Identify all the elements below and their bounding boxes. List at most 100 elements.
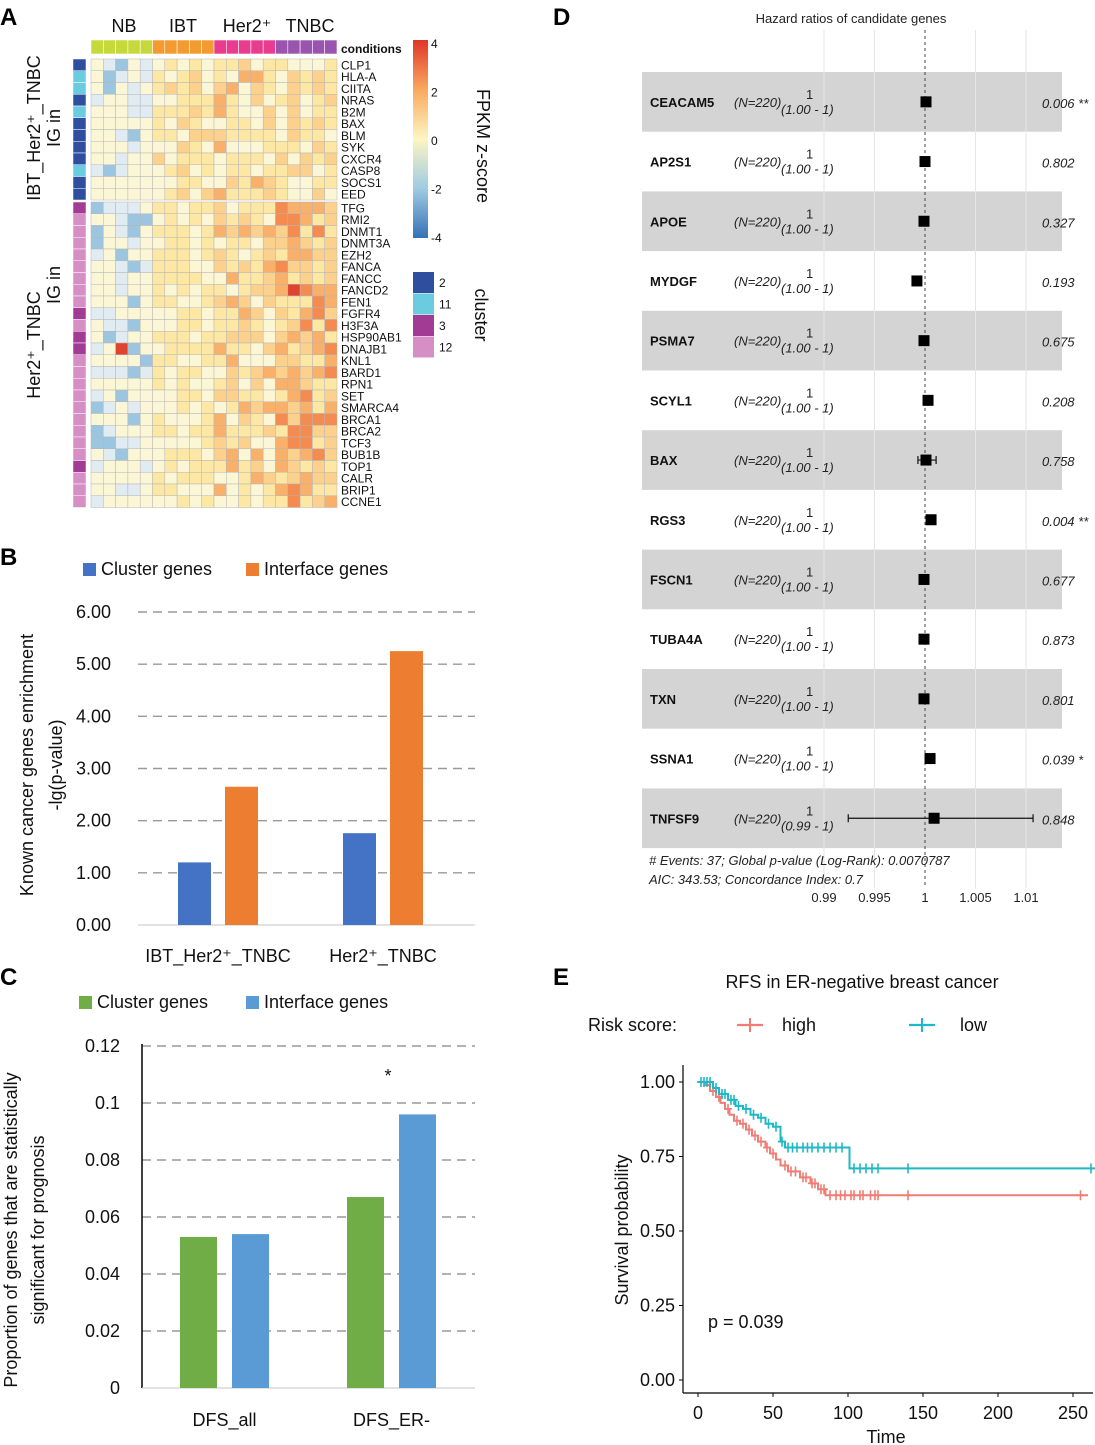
heatmap-cell xyxy=(176,354,190,367)
heatmap-cell xyxy=(287,436,301,449)
heatmap-cell xyxy=(152,141,166,154)
heatmap-cell xyxy=(299,366,313,379)
heatmap-cell xyxy=(324,295,338,308)
heatmap-cell xyxy=(287,141,301,154)
sample-size: (N=220) xyxy=(734,752,781,767)
heatmap-cell xyxy=(226,284,239,297)
heatmap-cell xyxy=(103,129,116,142)
heatmap-cell xyxy=(152,295,166,308)
heatmap-cell xyxy=(250,141,264,154)
heatmap-cell xyxy=(312,94,325,107)
bar xyxy=(343,833,376,925)
heatmap-cell xyxy=(201,141,215,154)
cluster-annotation-cell xyxy=(72,94,87,107)
heatmap-cell xyxy=(287,460,301,473)
heatmap-cell xyxy=(262,495,276,508)
cluster-legend: 2 11 3 12 xyxy=(413,272,453,358)
heatmap-cell xyxy=(324,237,338,250)
cluster-annotation-cell xyxy=(72,237,87,250)
confidence-interval: (1.00 - 1) xyxy=(781,460,834,475)
heatmap-cell xyxy=(90,105,104,118)
heatmap-cell xyxy=(312,425,325,438)
bar xyxy=(232,1234,269,1388)
sample-size: (N=220) xyxy=(734,572,781,587)
row-group-label: IG in xyxy=(44,109,64,147)
heatmap-cell xyxy=(201,272,215,285)
heatmap-cell xyxy=(164,366,178,379)
heatmap-cell xyxy=(213,460,227,473)
cluster-legend-swatch xyxy=(413,336,434,358)
heatmap-cell xyxy=(103,472,116,485)
heatmap-cell xyxy=(275,354,289,367)
heatmap-cell xyxy=(275,129,289,142)
heatmap-cell xyxy=(324,129,338,142)
heatmap-cell xyxy=(275,141,289,154)
heatmap-cell xyxy=(103,307,116,320)
heatmap-cell xyxy=(226,176,239,189)
colorbar xyxy=(413,40,428,238)
gene-label: HSP90AB1 xyxy=(341,331,402,345)
heatmap-cell xyxy=(201,284,215,297)
heatmap-cell xyxy=(250,70,264,83)
condition-cell xyxy=(213,39,227,55)
heatmap-cell xyxy=(262,70,276,83)
heatmap-cell xyxy=(262,354,276,367)
heatmap-cell xyxy=(90,201,104,214)
heatmap-cell xyxy=(103,425,116,438)
heatmap-panel: NB IBT Her2⁺ TNBC conditions CLP1HLA-ACI… xyxy=(24,16,493,509)
heatmap-cell xyxy=(164,58,178,71)
heatmap-cell xyxy=(312,342,325,355)
heatmap-cell xyxy=(299,152,313,165)
heatmap-cell xyxy=(324,176,338,189)
hazard-ratio: 1 xyxy=(806,505,813,520)
panel-label-c: C xyxy=(0,964,17,991)
cluster-annotation-cell xyxy=(72,495,87,508)
cluster-annotation-column xyxy=(72,58,87,508)
heatmap-cell xyxy=(299,354,313,367)
heatmap-cell xyxy=(164,201,178,214)
heatmap-cell xyxy=(90,82,104,95)
heatmap-cell xyxy=(324,331,338,344)
heatmap-cell xyxy=(213,448,227,461)
x-tick-label: 1.01 xyxy=(1013,890,1038,905)
x-tick-label: 1 xyxy=(921,890,928,905)
heatmap-cell xyxy=(262,94,276,107)
heatmap-cell xyxy=(127,58,141,71)
heatmap-cell xyxy=(287,483,301,496)
heatmap-cell xyxy=(312,201,325,214)
heatmap-cell xyxy=(189,272,202,285)
heatmap-cell xyxy=(115,495,129,508)
heatmap-cell xyxy=(127,248,141,261)
heatmap-cell xyxy=(152,389,166,402)
heatmap-cell xyxy=(312,307,325,320)
gene-label: CXCR4 xyxy=(341,152,382,166)
cluster-legend-title: cluster xyxy=(471,288,491,341)
heatmap-cell xyxy=(312,436,325,449)
heatmap-cell xyxy=(213,472,227,485)
p-value: 0.848 xyxy=(1042,812,1075,827)
heatmap-cell xyxy=(152,483,166,496)
heatmap-cell xyxy=(152,342,166,355)
heatmap-cell xyxy=(299,401,313,414)
colorbar-title: FPKM z-score xyxy=(473,89,493,203)
heatmap-cell xyxy=(312,58,325,71)
heatmap-cell xyxy=(238,152,252,165)
gene-label: FEN1 xyxy=(341,295,372,309)
heatmap-cell xyxy=(226,425,239,438)
heatmap-cell xyxy=(90,213,104,226)
heatmap-cell xyxy=(262,141,276,154)
heatmap-cell xyxy=(213,82,227,95)
heatmap-cell xyxy=(164,260,178,273)
heatmap-cell xyxy=(115,272,129,285)
heatmap-cell xyxy=(275,472,289,485)
heatmap-cell xyxy=(226,70,239,83)
x-category-label: Her2⁺_TNBC xyxy=(329,946,437,967)
heatmap-cell xyxy=(238,295,252,308)
heatmap-cell xyxy=(127,307,141,320)
heatmap-cell xyxy=(324,94,338,107)
confidence-interval: (1.00 - 1) xyxy=(781,520,834,535)
y-tick-label: 0.08 xyxy=(85,1150,120,1170)
gene-label: DNMT1 xyxy=(341,225,383,239)
heatmap-cell xyxy=(189,331,202,344)
confidence-interval: (1.00 - 1) xyxy=(781,281,834,296)
